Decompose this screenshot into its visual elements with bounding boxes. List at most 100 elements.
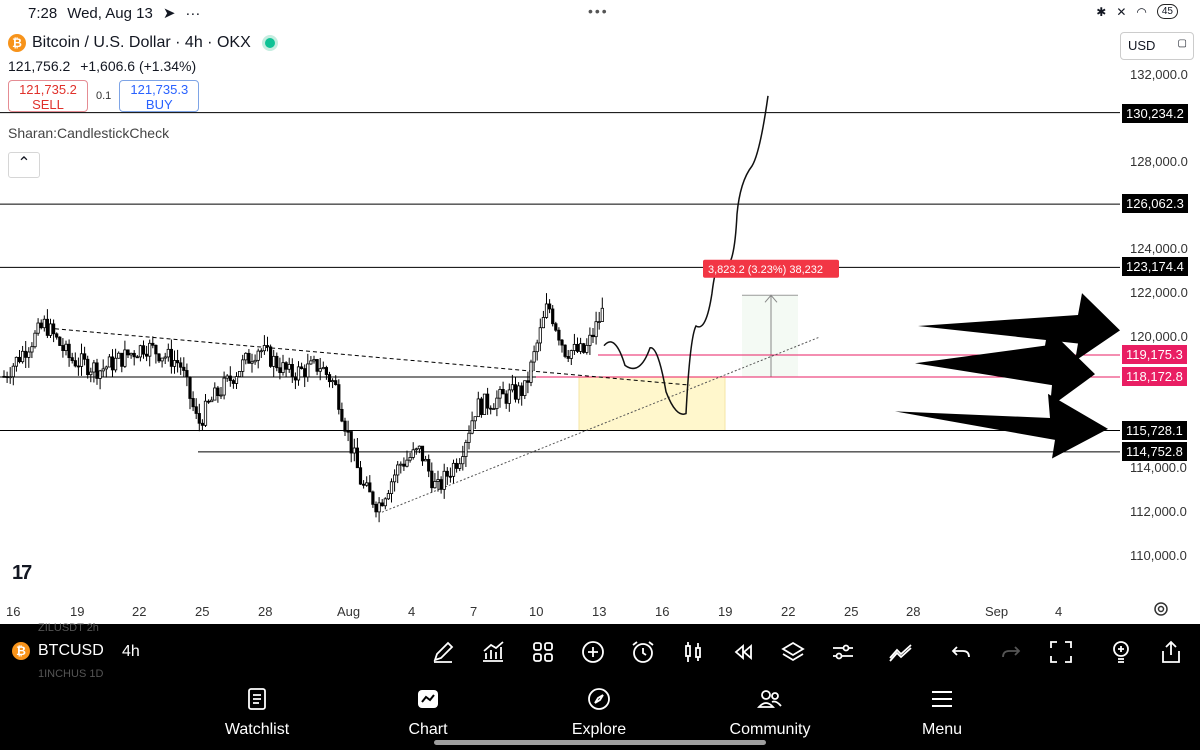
order-quantity[interactable]: 0.1 — [96, 90, 112, 102]
candle-up — [600, 307, 604, 322]
timeframe-selector[interactable]: 4h — [122, 643, 140, 660]
candle-down — [175, 360, 180, 364]
nav-explore[interactable]: Explore — [544, 686, 654, 739]
level-tag[interactable]: 126,062.3 — [1122, 194, 1188, 213]
trend-compare-icon[interactable] — [888, 639, 914, 665]
date-label: 25 — [844, 604, 859, 619]
candle-up — [365, 482, 369, 486]
nav-menu[interactable]: Menu — [887, 686, 997, 739]
buy-button[interactable]: 121,735.3 BUY — [119, 80, 200, 112]
candle-up — [89, 371, 93, 376]
fullscreen-icon[interactable] — [1048, 639, 1074, 665]
candle-up — [241, 359, 245, 372]
layers-icon[interactable] — [780, 639, 806, 665]
candle-up — [321, 367, 325, 370]
home-indicator[interactable] — [434, 740, 766, 745]
currency-value: USD — [1128, 38, 1156, 53]
candle-down — [355, 447, 360, 469]
nav-label: Explore — [571, 721, 627, 738]
candle-down — [61, 345, 65, 351]
level-tag[interactable]: 123,174.4 — [1122, 257, 1188, 276]
undo-icon[interactable] — [948, 639, 974, 665]
candle-up — [498, 388, 502, 399]
indicator-legend[interactable]: Sharan:CandlestickCheck — [8, 125, 170, 141]
hamburger-menu-icon — [932, 691, 952, 707]
candle-up — [138, 345, 142, 358]
level-tag[interactable]: 118,172.8 — [1122, 367, 1187, 386]
candle-up — [117, 352, 121, 359]
candle-down — [55, 333, 59, 338]
candle-down — [557, 329, 561, 341]
candle-up — [253, 359, 257, 363]
candle-up — [451, 462, 456, 477]
descending-trendline — [47, 327, 691, 386]
date: Wed, Aug 13 — [67, 4, 153, 22]
candle-up — [225, 375, 229, 379]
candle-down — [206, 400, 211, 403]
bottom-navigation: Watchlist Chart Explore Community Menu — [0, 680, 1200, 750]
candle-down — [334, 380, 338, 385]
candle-up — [538, 327, 542, 344]
level-tag[interactable]: 130,234.2 — [1122, 104, 1188, 123]
candle-down — [228, 375, 232, 381]
candle-down — [349, 431, 353, 454]
candle-up — [166, 348, 170, 358]
candle-down — [520, 385, 524, 396]
share-icon[interactable] — [1158, 639, 1184, 665]
nav-chart[interactable]: Chart — [373, 686, 483, 739]
add-symbol-icon[interactable] — [580, 639, 606, 665]
last-price: 121,756.2 — [8, 58, 71, 74]
pencil-icon[interactable] — [430, 639, 456, 665]
alarm-icon[interactable] — [630, 639, 656, 665]
candle-up — [396, 464, 400, 476]
price-axis-label: 120,000.0 — [1130, 329, 1188, 344]
buy-price: 121,735.3 — [130, 82, 189, 97]
layout-grid-icon[interactable] — [530, 639, 556, 665]
candle-up — [386, 493, 391, 500]
candle-down — [157, 353, 161, 362]
candle-down — [141, 345, 146, 355]
price-chart[interactable]: 3,823.2 (3.23%) 38,232 — [0, 26, 1200, 624]
candle-up — [98, 370, 102, 379]
nav-watchlist[interactable]: Watchlist — [202, 686, 312, 739]
candle-down — [58, 336, 62, 346]
symbol-selector[interactable]: ₿ BTCUSD — [12, 642, 104, 660]
chart-area[interactable]: 3,823.2 (3.23%) 38,232 ₿ Bitcoin / U.S. … — [0, 26, 1200, 624]
candle-down — [284, 362, 288, 370]
multitask-dots-icon[interactable]: ••• — [588, 3, 609, 19]
measure-arrow-head — [764, 294, 778, 303]
settings-sliders-icon[interactable] — [830, 639, 856, 665]
level-tag[interactable]: 119,175.3 — [1122, 345, 1187, 364]
date-label: 16 — [655, 604, 670, 619]
level-tag[interactable]: 115,728.1 — [1122, 421, 1187, 440]
candle-up — [464, 442, 468, 457]
candle-down — [73, 360, 77, 367]
sell-label: SELL — [32, 97, 64, 112]
currency-select[interactable]: USD ▢ — [1120, 32, 1194, 60]
ideas-bulb-icon[interactable] — [1108, 639, 1134, 665]
candle-down — [430, 470, 434, 489]
candle-up — [272, 355, 276, 367]
chevron-up-icon: ⌃ — [17, 155, 31, 172]
price-axis-label: 124,000.0 — [1130, 241, 1188, 256]
level-tag[interactable]: 114,752.8 — [1122, 442, 1187, 461]
candle-down — [358, 467, 363, 485]
collapse-legend-button[interactable]: ⌃ — [8, 152, 40, 178]
symbol-header[interactable]: ₿ Bitcoin / U.S. Dollar · 4h · OKX — [8, 34, 275, 52]
candle-down — [346, 430, 350, 433]
chart-settings-icon[interactable] — [1153, 601, 1169, 617]
candle-down — [554, 323, 558, 331]
price-axis-label: 132,000.0 — [1130, 67, 1188, 82]
candle-down — [151, 342, 155, 346]
nav-community[interactable]: Community — [715, 686, 825, 739]
sell-button[interactable]: 121,735.2 SELL — [8, 80, 88, 112]
candle-up — [287, 363, 291, 370]
candles-icon[interactable] — [680, 639, 706, 665]
battery-indicator: 45 — [1156, 4, 1178, 19]
replay-icon[interactable] — [730, 639, 756, 665]
candle-down — [566, 356, 570, 359]
indicators-icon[interactable] — [480, 639, 506, 665]
trade-panel: 121,735.2 SELL 0.1 121,735.3 BUY — [8, 80, 200, 112]
candle-up — [392, 474, 397, 483]
candle-up — [210, 399, 214, 403]
